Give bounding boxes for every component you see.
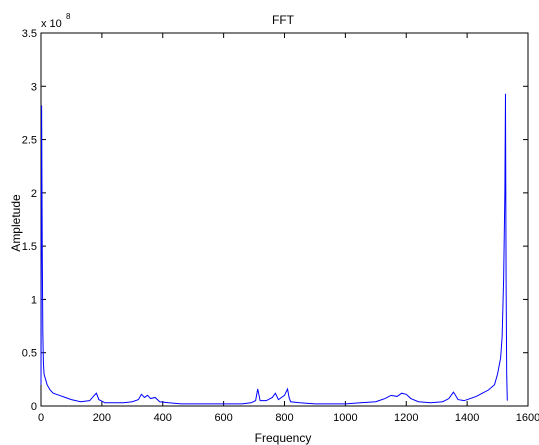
y-tick-label: 0.5: [22, 348, 37, 360]
axes-box: [40, 32, 529, 407]
x-tick-label: 1200: [394, 412, 418, 424]
y-axis-label: Ampletude: [9, 194, 23, 252]
y-tick-label: 3.5: [22, 28, 37, 40]
y-tick-label: 1: [31, 294, 37, 306]
x-tick-label: 1000: [333, 412, 357, 424]
y-tick-label: 1.5: [22, 241, 37, 253]
chart-title: FFT: [272, 13, 295, 27]
y-tick-label: 3: [31, 81, 37, 93]
fft-series-line: [40, 93, 508, 405]
x-tick-label: 800: [275, 412, 293, 424]
x-tick-label: 400: [154, 412, 172, 424]
x-tick-label: 1400: [455, 412, 479, 424]
y-tick-labels: 0 0.5 1 1.5 2 2.5 3 3.5: [22, 28, 37, 413]
x-tick-label: 1600: [516, 412, 539, 424]
y-multiplier-exponent: 8: [66, 12, 71, 21]
x-tick-labels: 0 200 400 600 800 1000 1200 1400 1600: [38, 412, 539, 424]
y-multiplier-label: x 10: [41, 18, 62, 30]
y-tick-label: 2: [31, 188, 37, 200]
x-axis-label: Frequency: [255, 431, 312, 445]
x-tick-label: 200: [93, 412, 111, 424]
y-tick-label: 0: [31, 401, 37, 413]
x-tick-label: 0: [38, 412, 44, 424]
y-tick-label: 2.5: [22, 135, 37, 147]
x-tick-label: 600: [214, 412, 232, 424]
